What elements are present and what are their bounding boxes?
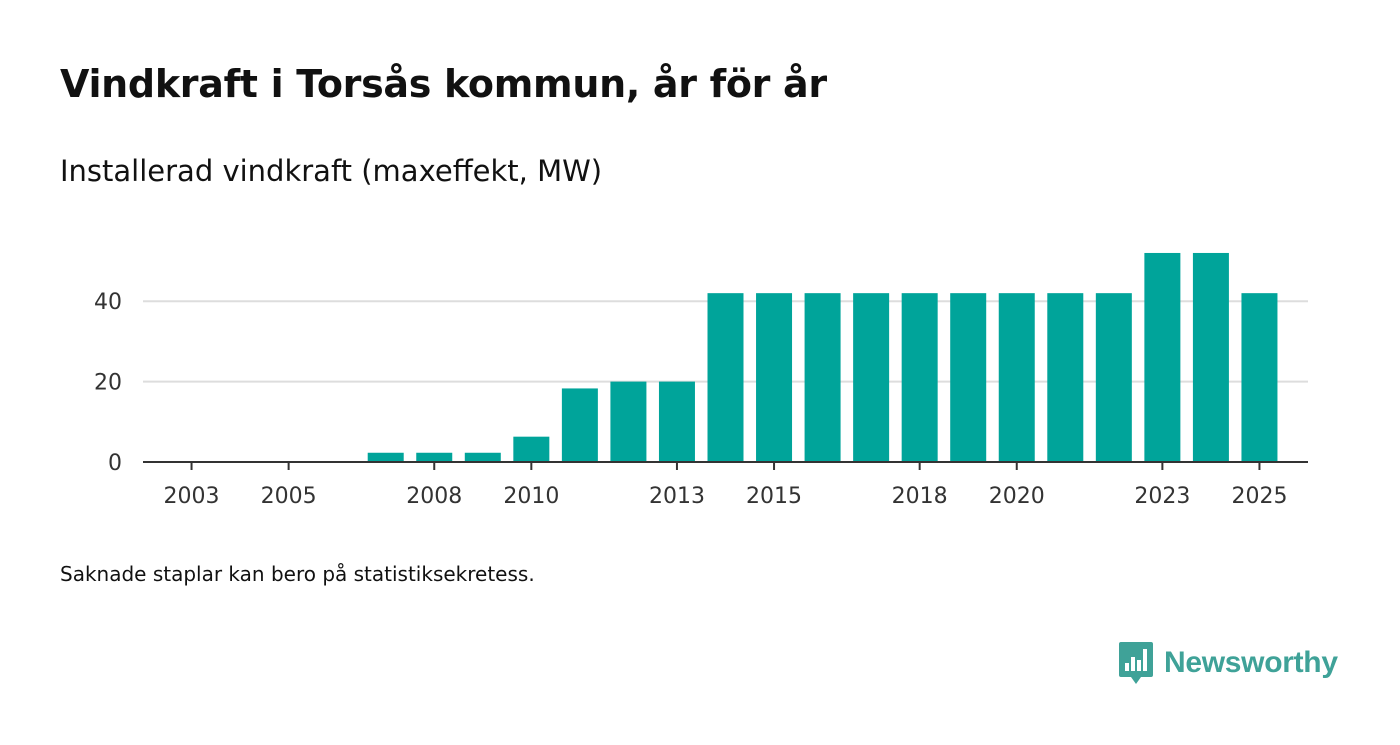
y-tick-labels: 0 20 40 <box>94 290 122 476</box>
bar-2025 <box>1241 293 1278 462</box>
x-tick-labels: 2003 2005 2008 2010 2013 2015 2018 2020 2023 2025 <box>164 484 1288 509</box>
x-tick-label: 2025 <box>1231 484 1287 509</box>
x-tick-label: 2015 <box>746 484 802 509</box>
bar-2020 <box>998 293 1035 462</box>
bar-2007 <box>367 452 404 462</box>
x-tick-label: 2020 <box>989 484 1045 509</box>
brand-name: Newsworthy <box>1164 646 1338 679</box>
bar-2011 <box>561 388 598 462</box>
footnote: Saknade staplar kan bero på statistiksek… <box>60 562 535 586</box>
bar-2017 <box>853 293 890 462</box>
x-tick-label: 2010 <box>503 484 559 509</box>
bar-2018 <box>901 293 938 462</box>
bar-2023 <box>1144 252 1181 462</box>
bar-2012 <box>610 381 647 462</box>
x-tick-label: 2023 <box>1134 484 1190 509</box>
y-tick-label: 0 <box>108 451 122 476</box>
y-tick-label: 20 <box>94 371 122 396</box>
x-axis <box>143 461 1308 470</box>
bar-2013 <box>658 381 695 462</box>
bar-2015 <box>756 293 793 462</box>
bar-2014 <box>707 293 744 462</box>
bars <box>367 252 1278 462</box>
bar-2022 <box>1095 293 1132 462</box>
chart-subtitle: Installerad vindkraft (maxeffekt, MW) <box>60 154 603 188</box>
x-tick-label: 2008 <box>406 484 462 509</box>
bar-2019 <box>950 293 987 462</box>
y-tick-label: 40 <box>94 290 122 315</box>
bar-2016 <box>804 293 841 462</box>
bar-2010 <box>513 436 550 462</box>
x-tick-label: 2018 <box>892 484 948 509</box>
bar-2024 <box>1192 252 1229 462</box>
bar-2008 <box>416 452 453 462</box>
brand-logo-area: Newsworthy <box>1118 640 1338 686</box>
bar-chart-speech-bubble-icon <box>1119 642 1153 684</box>
bar-2021 <box>1047 293 1084 462</box>
x-tick-label: 2005 <box>261 484 317 509</box>
x-tick-label: 2003 <box>164 484 220 509</box>
chart-title: Vindkraft i Torsås kommun, år för år <box>60 62 827 106</box>
x-tick-label: 2013 <box>649 484 705 509</box>
bar-2009 <box>464 452 501 462</box>
